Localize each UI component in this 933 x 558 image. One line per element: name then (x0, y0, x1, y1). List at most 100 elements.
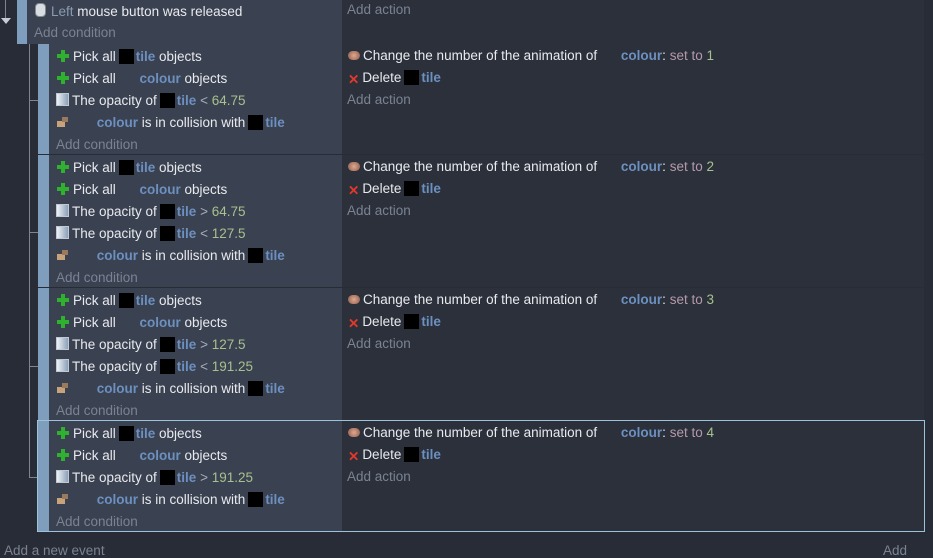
sentence-text: Delete (362, 447, 402, 462)
sub-event[interactable]: Pick all tile objects Pick all colour obje… (38, 155, 924, 287)
object-thumbnail (159, 226, 175, 241)
add-condition-link[interactable]: Add condition (56, 137, 138, 152)
value: 127.5 (211, 337, 246, 352)
operator: < (196, 359, 212, 374)
add-new-event-link[interactable]: Add a new event (4, 543, 105, 558)
object-thumbnail (118, 49, 134, 64)
delete-icon: ✕ (348, 449, 360, 464)
add-action-link[interactable]: Add action (347, 336, 411, 351)
condition[interactable]: colour is in collision with tile (56, 489, 285, 511)
object-thumbnail-empty (119, 315, 134, 330)
conditions-panel: Pick all tile objects Pick all colour obje… (49, 155, 342, 287)
condition[interactable]: The opacity of tile > 64.75 (56, 201, 246, 223)
object-thumbnail-empty (119, 71, 134, 86)
condition[interactable]: Pick all colour objects (56, 312, 227, 334)
object-name: colour (93, 115, 139, 130)
tree-line (29, 232, 38, 233)
add-action-link[interactable]: Add action (347, 469, 411, 484)
add-condition-link[interactable]: Add condition (56, 514, 138, 529)
sentence-text: Delete (362, 70, 402, 85)
condition[interactable]: The opacity of tile < 191.25 (56, 356, 253, 378)
event-bar[interactable] (38, 421, 49, 531)
add-button[interactable]: Add (883, 543, 908, 558)
condition[interactable]: colour is in collision with tile (56, 112, 285, 134)
add-action-link[interactable]: Add action (347, 2, 411, 17)
add-condition-link[interactable]: Add condition (56, 403, 138, 418)
sentence-text: is in collision with (138, 115, 246, 130)
plus-icon (56, 293, 70, 307)
event-bar[interactable] (38, 288, 49, 420)
collision-icon (56, 381, 70, 395)
object-thumbnail (118, 160, 134, 175)
actions-panel: Change the number of the animation of co… (342, 44, 924, 154)
condition[interactable]: Pick all tile objects (56, 157, 202, 179)
add-action-link[interactable]: Add action (347, 203, 411, 218)
sentence-text: Pick all (73, 426, 116, 441)
sub-event[interactable]: Pick all tile objects Pick all colour obje… (38, 44, 924, 154)
conditions-panel: Pick all tile objects Pick all colour obje… (49, 421, 342, 531)
actions-panel: Change the number of the animation of co… (342, 288, 924, 420)
event-bar[interactable] (38, 44, 49, 154)
object-thumbnail (248, 115, 264, 130)
parent-event[interactable]: Left mouse button was released Add condi… (17, 0, 924, 44)
condition[interactable]: Pick all colour objects (56, 445, 227, 467)
object-name: colour (93, 492, 139, 507)
operator: > (196, 470, 212, 485)
condition[interactable]: The opacity of tile < 64.75 (56, 90, 246, 112)
condition[interactable]: Pick all colour objects (56, 68, 227, 90)
condition[interactable]: Pick all tile objects (56, 290, 202, 312)
condition[interactable]: colour is in collision with tile (56, 378, 285, 400)
action[interactable]: Change the number of the animation of co… (348, 289, 714, 311)
object-name: colour (617, 48, 663, 63)
action[interactable]: ✕ Delete tile (348, 67, 441, 89)
tree-line (29, 477, 38, 478)
condition[interactable]: Pick all tile objects (56, 423, 202, 445)
opacity-icon (56, 226, 69, 239)
sentence-text: Change the number of the animation of (363, 159, 598, 174)
object-name: tile (265, 492, 285, 507)
add-condition-link[interactable]: Add condition (56, 270, 138, 285)
add-action-link[interactable]: Add action (347, 92, 411, 107)
sentence-text: is in collision with (138, 492, 246, 507)
value: 191.25 (211, 470, 253, 485)
action[interactable]: ✕ Delete tile (348, 311, 441, 333)
condition-mouse-released[interactable]: Left mouse button was released (35, 1, 242, 23)
operator: < (196, 93, 212, 108)
action[interactable]: Change the number of the animation of co… (348, 422, 714, 444)
condition[interactable]: Pick all colour objects (56, 179, 227, 201)
value: 127.5 (211, 226, 246, 241)
action[interactable]: Change the number of the animation of co… (348, 45, 714, 67)
object-name: tile (421, 447, 441, 462)
object-name: tile (421, 314, 441, 329)
plus-icon (56, 182, 70, 196)
action[interactable]: ✕ Delete tile (348, 178, 441, 200)
condition[interactable]: colour is in collision with tile (56, 245, 285, 267)
sentence-text: objects (180, 448, 228, 463)
action[interactable]: Change the number of the animation of co… (348, 156, 714, 178)
plus-icon (56, 160, 70, 174)
condition[interactable]: The opacity of tile > 191.25 (56, 467, 253, 489)
sub-event[interactable]: Pick all tile objects Pick all colour obje… (37, 420, 925, 532)
object-thumbnail (248, 492, 264, 507)
condition[interactable]: The opacity of tile > 127.5 (56, 334, 246, 356)
sentence-text: Change the number of the animation of (363, 48, 598, 63)
delete-icon: ✕ (348, 72, 360, 87)
collision-icon (56, 248, 70, 262)
sub-event[interactable]: Pick all tile objects Pick all colour obje… (38, 288, 924, 420)
object-name: tile (176, 226, 197, 241)
operator: < (196, 226, 212, 241)
object-thumbnail-empty (119, 182, 134, 197)
opacity-icon (56, 93, 69, 106)
action[interactable]: ✕ Delete tile (348, 444, 441, 466)
add-condition-link[interactable]: Add condition (34, 25, 116, 40)
condition[interactable]: Pick all tile objects (56, 46, 202, 68)
condition[interactable]: The opacity of tile < 127.5 (56, 223, 246, 245)
collapse-arrow-icon[interactable] (1, 18, 11, 24)
object-name: colour (93, 381, 139, 396)
tree-line (29, 366, 38, 367)
object-name: tile (421, 70, 441, 85)
delete-icon: ✕ (348, 183, 360, 198)
sentence-text: Delete (362, 181, 402, 196)
plus-icon (56, 426, 70, 440)
event-bar[interactable] (38, 155, 49, 287)
